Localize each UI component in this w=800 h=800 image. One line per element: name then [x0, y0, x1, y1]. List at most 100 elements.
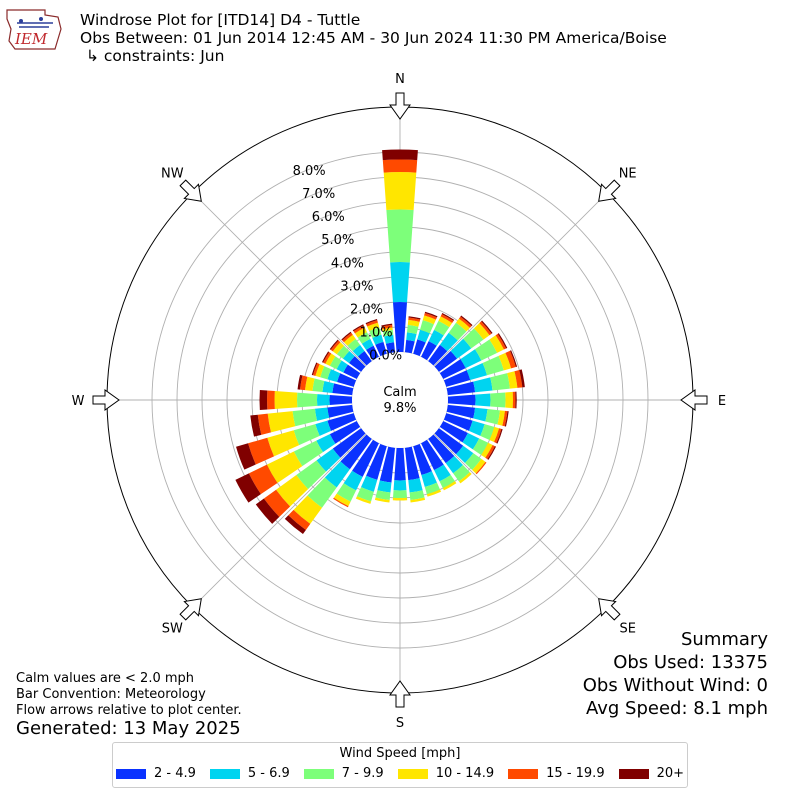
- wind-bar-segment: [263, 489, 291, 517]
- wind-bar-segment: [464, 453, 482, 470]
- wind-bar-segment: [515, 391, 517, 409]
- wind-bar-segment: [284, 515, 306, 535]
- wind-bar-segment: [453, 464, 470, 482]
- wind-bar-segment: [455, 318, 470, 332]
- wind-bar-segment: [385, 342, 396, 354]
- wind-bar-segment: [329, 420, 361, 444]
- wind-bar-segment: [267, 430, 300, 457]
- wind-bar-segment: [434, 464, 451, 482]
- wind-bar-segment: [316, 434, 336, 453]
- wind-bar-segment: [383, 172, 417, 210]
- wind-bar-segment: [355, 496, 372, 504]
- wind-bar-segment: [274, 391, 298, 409]
- wind-bar-segment: [255, 498, 280, 524]
- wind-bar-segment: [472, 458, 486, 474]
- wind-bar-segment: [497, 333, 508, 349]
- wind-bar-segment: [235, 473, 261, 503]
- wind-bar-segment: [324, 461, 350, 488]
- grid-spoke: [433, 192, 608, 367]
- wind-bar-segment: [474, 339, 498, 361]
- summary-title: Summary: [681, 629, 768, 650]
- wind-bar-segment: [381, 323, 393, 327]
- wind-bar-segment: [293, 424, 320, 446]
- wind-bar-segment: [327, 369, 341, 383]
- wind-bar-segment: [422, 315, 436, 325]
- wind-bar-segment: [458, 472, 472, 484]
- wind-bar-segment: [428, 329, 444, 346]
- legend-swatch: [303, 768, 334, 779]
- wind-bar-segment: [509, 350, 518, 367]
- wind-bar-segment: [366, 443, 387, 480]
- wind-bar-segment: [357, 350, 372, 366]
- wind-bar-segment: [496, 428, 503, 444]
- wind-bar-segment: [357, 332, 371, 344]
- wind-bar-segment: [393, 480, 407, 491]
- arrow-shape: [389, 680, 411, 708]
- wind-bar-segment: [487, 446, 497, 460]
- direction-label: NE: [619, 166, 637, 181]
- wind-bar-segment: [438, 316, 453, 328]
- wind-bar-segment: [343, 470, 363, 491]
- wind-bar-segment: [356, 487, 374, 502]
- radial-tick-label: 7.0%: [302, 187, 335, 202]
- legend-title: Wind Speed [mph]: [339, 746, 461, 761]
- direction-label: S: [396, 716, 404, 731]
- wind-bar-segment: [466, 363, 488, 381]
- wind-bar-segment: [340, 434, 372, 470]
- wind-bar-segment: [296, 460, 327, 490]
- radial-tick-label: 3.0%: [340, 279, 373, 294]
- wind-bar-segment: [327, 404, 354, 418]
- wind-bar-segment: [372, 334, 384, 345]
- wind-bar-segment: [323, 352, 332, 364]
- wind-bar-segment: [382, 159, 418, 173]
- wind-bar-segment: [443, 370, 471, 387]
- obs-between: Obs Between: 01 Jun 2014 12:45 AM - 30 J…: [80, 29, 667, 47]
- wind-bar-segment: [473, 407, 488, 422]
- wind-bar-segment: [292, 408, 318, 427]
- legend-item: 10 - 14.9: [397, 766, 494, 781]
- flow-arrow-icon: [389, 92, 411, 120]
- arrow-shape: [92, 389, 120, 411]
- wind-bar-segment: [463, 328, 484, 349]
- wind-bar-segment: [377, 480, 392, 493]
- wind-bar-segment: [462, 432, 480, 450]
- summary-obs-without-wind: Obs Without Wind: 0: [582, 675, 768, 696]
- wind-bar-segment: [329, 394, 353, 406]
- wind-bar-segment: [447, 394, 476, 406]
- legend-swatch: [618, 768, 649, 779]
- direction-label: SW: [162, 622, 183, 637]
- wind-bar-segment: [505, 391, 513, 409]
- wind-bar-segment: [420, 439, 444, 471]
- wind-bar-segment: [320, 366, 332, 380]
- wind-bar-segment: [386, 209, 414, 263]
- wind-bar-segment: [382, 149, 418, 161]
- arrow-shape: [179, 598, 202, 621]
- legend-label: 2 - 4.9: [153, 766, 196, 781]
- wind-bar-segment: [297, 374, 303, 390]
- wind-bar-segment: [330, 340, 341, 352]
- wind-bar-segment: [392, 490, 408, 498]
- wind-bar-segment: [507, 371, 518, 389]
- wind-bar-segment: [259, 389, 268, 411]
- grid-spoke: [433, 433, 608, 608]
- radial-tick-label: 8.0%: [293, 164, 326, 179]
- wind-bar-segment: [417, 329, 430, 343]
- direction-label: E: [718, 394, 726, 409]
- wind-bar-segment: [426, 489, 442, 497]
- wind-bar-segment: [337, 373, 357, 387]
- wind-bar-segment: [384, 334, 395, 344]
- flow-arrow-icon: [179, 598, 202, 621]
- summary-avg-speed: Avg Speed: 8.1 mph: [586, 698, 768, 719]
- wind-bar-segment: [472, 438, 489, 455]
- direction-label: SE: [619, 622, 635, 637]
- wind-bar-segment: [336, 483, 357, 502]
- wind-bar-segment: [352, 344, 365, 357]
- wind-bar-segment: [434, 350, 458, 372]
- wind-bar-segment: [333, 493, 351, 507]
- wind-bar-segment: [276, 475, 309, 507]
- direction-label: NW: [161, 166, 184, 181]
- notes: Calm values are < 2.0 mph Bar Convention…: [16, 671, 242, 719]
- iem-logo: IEM: [6, 9, 62, 50]
- wind-bar-segment: [329, 356, 342, 370]
- wind-bar-segment: [489, 426, 500, 443]
